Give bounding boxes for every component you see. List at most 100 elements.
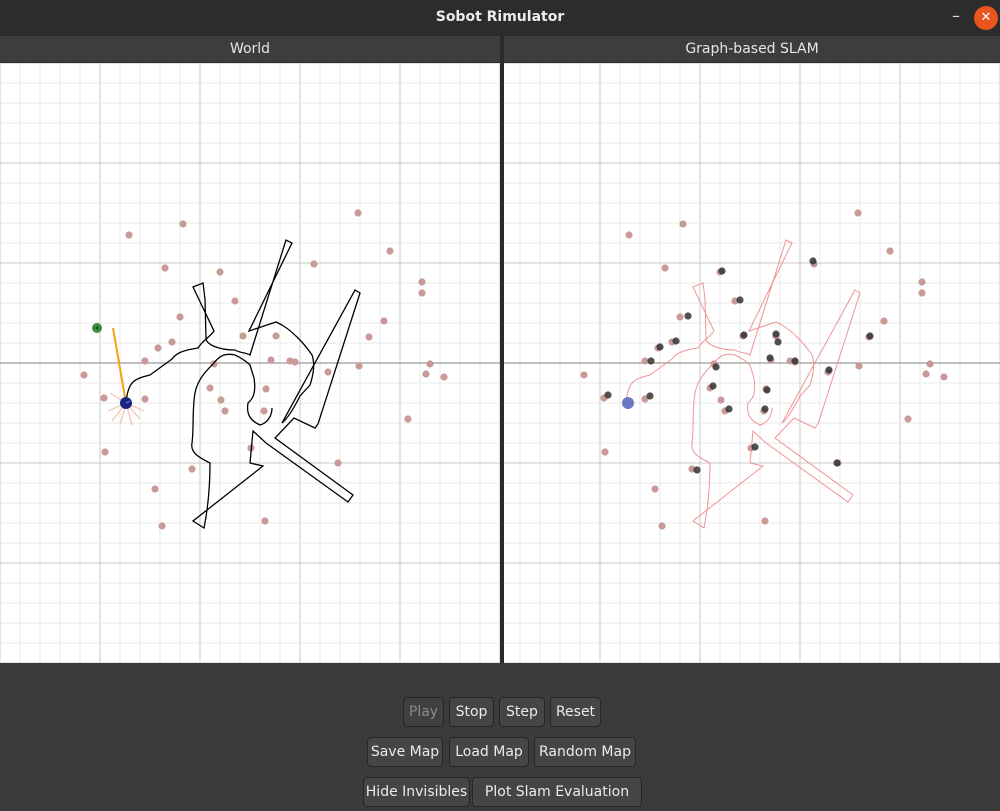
landmark xyxy=(261,517,269,525)
landmark xyxy=(206,384,214,392)
landmark xyxy=(418,278,426,286)
landmark xyxy=(880,317,888,325)
landmark-estimate xyxy=(646,392,654,400)
landmark-estimate xyxy=(693,466,701,474)
landmark xyxy=(658,522,666,530)
load-map-button[interactable]: Load Map xyxy=(449,737,529,767)
landmark-estimate xyxy=(761,405,769,413)
landmark xyxy=(761,517,769,525)
landmark xyxy=(161,264,169,272)
landmark-estimate xyxy=(866,332,874,340)
heading-line xyxy=(112,327,127,404)
landmark xyxy=(221,407,229,415)
landmark-estimate xyxy=(763,386,771,394)
landmark xyxy=(661,264,669,272)
landmark-estimate xyxy=(647,357,655,365)
landmark-estimate xyxy=(736,296,744,304)
landmark xyxy=(922,370,930,378)
save-map-button[interactable]: Save Map xyxy=(367,737,443,767)
landmark-estimate xyxy=(833,459,841,467)
landmark xyxy=(365,333,373,341)
landmark xyxy=(651,485,659,493)
landmark-estimate xyxy=(766,354,774,362)
minimize-icon[interactable]: – xyxy=(952,6,960,25)
landmark xyxy=(210,360,218,368)
slam-view[interactable] xyxy=(504,63,1000,663)
landmark-estimate xyxy=(604,391,612,399)
landmark xyxy=(176,313,184,321)
landmark xyxy=(641,357,649,365)
landmark-estimate xyxy=(672,337,680,345)
landmark-estimate xyxy=(725,405,733,413)
landmark xyxy=(676,313,684,321)
landmark xyxy=(904,415,912,423)
landmark xyxy=(854,209,862,217)
reset-button[interactable]: Reset xyxy=(550,697,601,727)
landmark xyxy=(168,338,176,346)
landmark xyxy=(217,396,225,404)
landmark xyxy=(158,522,166,530)
landmark xyxy=(918,278,926,286)
robot-estimate-icon xyxy=(622,397,634,409)
landmark-estimate xyxy=(791,357,799,365)
landmark xyxy=(601,448,609,456)
landmark xyxy=(239,332,247,340)
landmark xyxy=(324,368,332,376)
landmark xyxy=(101,448,109,456)
landmark-estimate xyxy=(656,343,664,351)
grid xyxy=(0,63,500,663)
goal-marker-icon xyxy=(92,323,102,333)
landmark xyxy=(580,371,588,379)
landmark xyxy=(216,268,224,276)
landmark xyxy=(262,385,270,393)
landmark xyxy=(354,209,362,217)
landmark-estimate xyxy=(712,363,720,371)
landmark xyxy=(100,394,108,402)
close-icon[interactable]: ✕ xyxy=(974,6,998,30)
landmark-estimate xyxy=(751,443,759,451)
robot-icon xyxy=(120,397,132,409)
slam-estimates xyxy=(604,257,874,474)
landmark xyxy=(418,289,426,297)
landmark xyxy=(179,220,187,228)
landmark xyxy=(940,373,948,381)
landmark xyxy=(679,220,687,228)
step-button[interactable]: Step xyxy=(499,697,545,727)
landmark xyxy=(141,395,149,403)
landmark xyxy=(154,344,162,352)
world-view[interactable] xyxy=(0,63,500,663)
landmark xyxy=(272,332,280,340)
window-title: Sobot Rimulator xyxy=(435,9,565,25)
estimated-trajectory xyxy=(625,239,861,529)
landmark xyxy=(267,356,275,364)
landmark xyxy=(625,231,633,239)
landmark xyxy=(188,465,196,473)
landmark xyxy=(386,247,394,255)
landmark xyxy=(886,247,894,255)
landmark xyxy=(310,260,318,268)
stop-button[interactable]: Stop xyxy=(449,697,494,727)
random-map-button[interactable]: Random Map xyxy=(534,737,636,767)
world-panel-title: World xyxy=(0,36,500,63)
landmark xyxy=(141,357,149,365)
landmark xyxy=(260,407,268,415)
title-bar: Sobot Rimulator – ✕ xyxy=(0,0,1000,36)
landmark-estimate xyxy=(772,330,780,338)
panel-divider[interactable] xyxy=(500,36,504,663)
landmark xyxy=(426,360,434,368)
plot-slam-evaluation-button[interactable]: Plot Slam Evaluation xyxy=(472,777,642,807)
landmark-estimate xyxy=(684,312,692,320)
hide-invisibles-button[interactable]: Hide Invisibles xyxy=(363,777,470,807)
landmark xyxy=(231,297,239,305)
landmark-estimate xyxy=(825,366,833,374)
grid xyxy=(504,63,1000,663)
landmark xyxy=(125,231,133,239)
landmark-estimate xyxy=(709,382,717,390)
landmark xyxy=(355,362,363,370)
play-button[interactable]: Play xyxy=(403,697,444,727)
landmark-estimate xyxy=(809,257,817,265)
landmark-estimate xyxy=(774,338,782,346)
landmark xyxy=(151,485,159,493)
true-trajectory xyxy=(125,239,361,530)
landmark xyxy=(440,373,448,381)
